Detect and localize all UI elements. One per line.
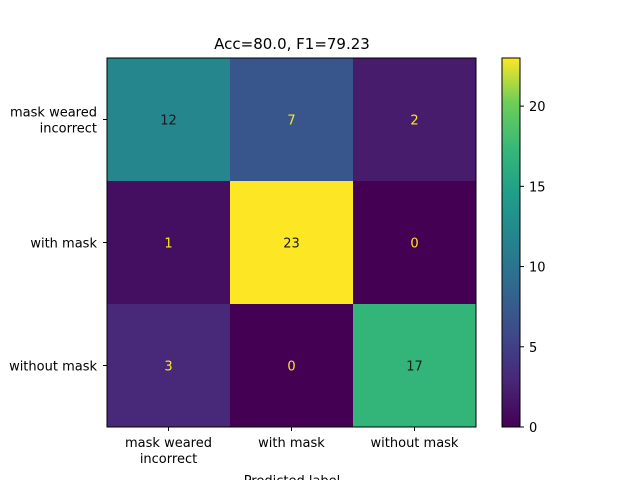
x-tick-label: with mask [258,436,325,451]
colorbar-gradient [501,57,521,428]
colorbar-tick-label: 20 [529,100,546,115]
y-tick-label: with mask [30,237,97,252]
heatmap-cell [107,181,230,304]
x-tick-label: mask weared incorrect [125,436,212,467]
heatmap-cell [230,181,353,304]
x-tick-label: without mask [371,436,459,451]
colorbar-tick-label: 5 [529,341,537,356]
heatmap-cell [107,304,230,427]
cell-value-label: 0 [287,360,295,375]
cell-value-label: 7 [287,114,295,129]
cell-value-label: 0 [410,237,418,252]
cell-value-label: 3 [164,360,172,375]
heatmap-cell [230,304,353,427]
colorbar-tick-label: 0 [529,421,537,436]
chart-title: Acc=80.0, F1=79.23 [214,35,370,53]
colorbar-tick-label: 15 [529,180,546,195]
heatmap-cell [230,58,353,181]
y-tick-label: without mask [9,360,97,375]
colorbar-tick-label: 10 [529,261,546,276]
x-axis-label: Predicted label [244,474,341,480]
heatmap-cell [353,181,476,304]
heatmap-cell [353,58,476,181]
heatmap-cell [107,58,230,181]
cell-value-label: 23 [283,237,300,252]
cell-value-label: 2 [410,114,418,129]
cell-value-label: 1 [164,237,172,252]
heatmap-cell [353,304,476,427]
y-tick-label: mask weared incorrect [10,106,97,137]
cell-value-label: 12 [160,114,177,129]
colorbar: 0 5 10 15 20 [501,57,546,436]
cell-value-label: 17 [406,360,423,375]
